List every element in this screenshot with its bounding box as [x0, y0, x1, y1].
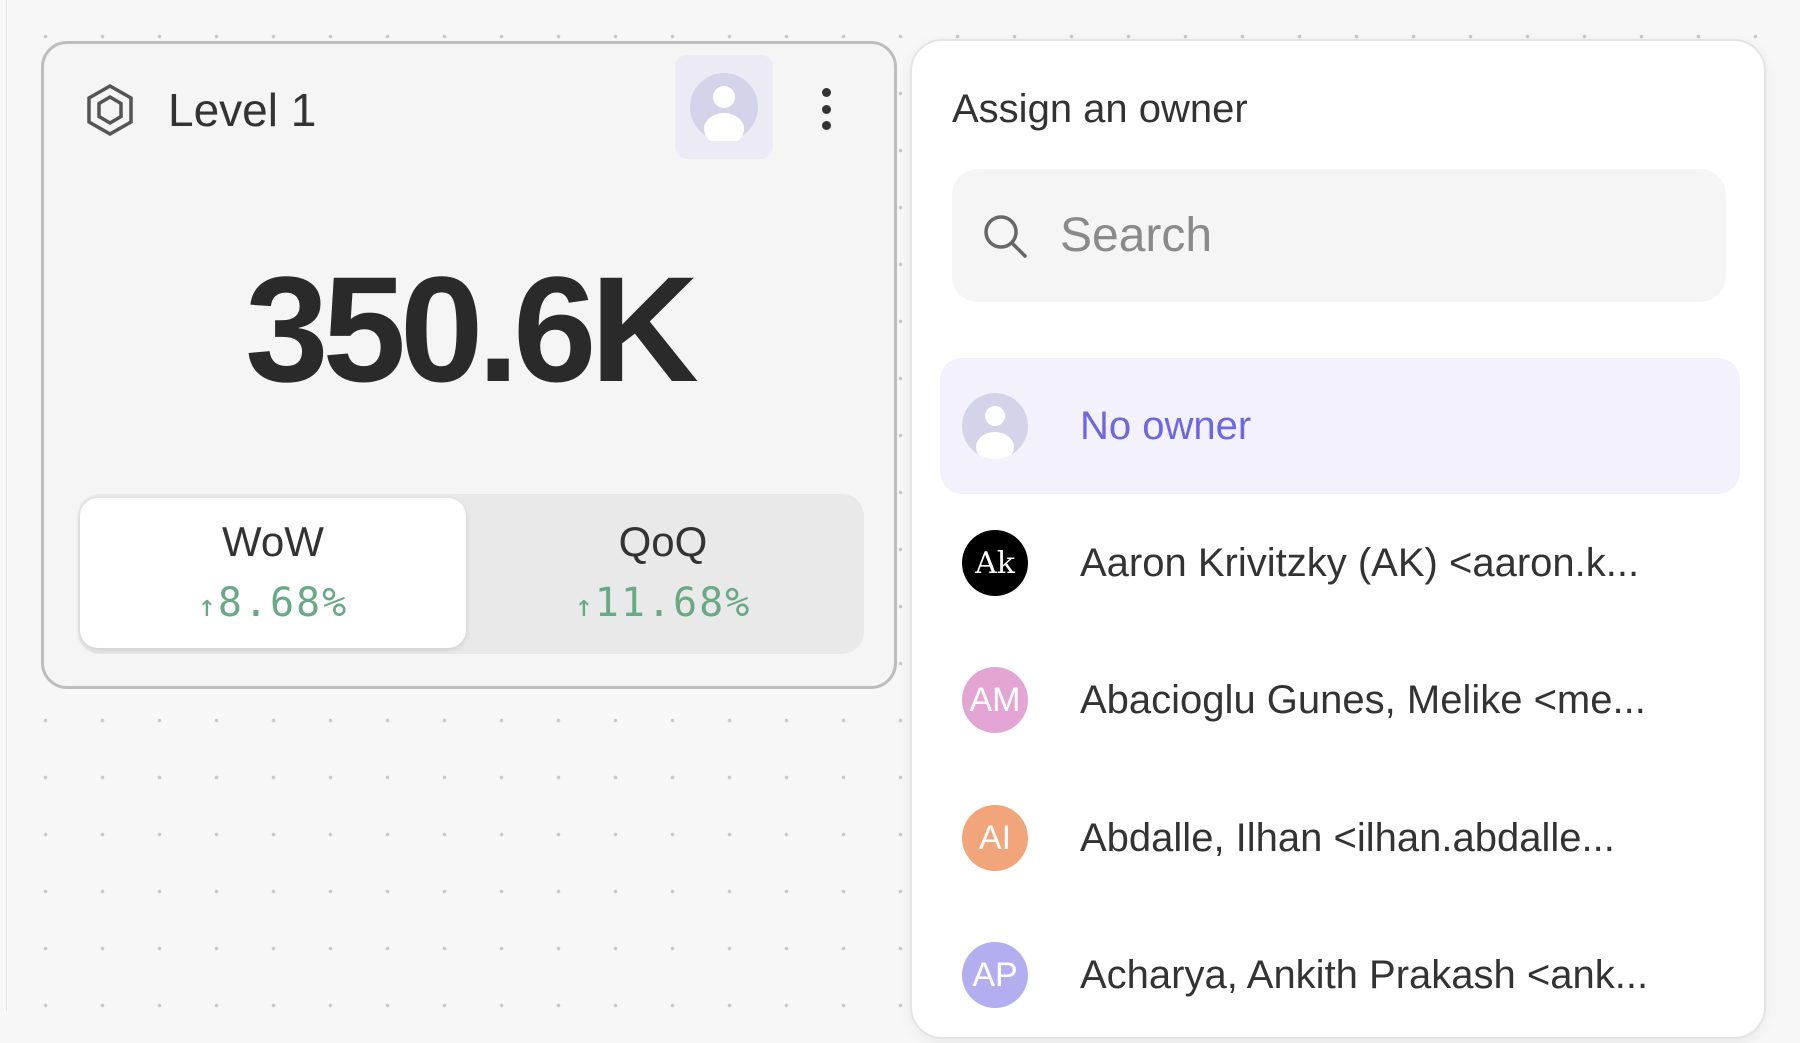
tab-qoq[interactable]: QoQ ↑11.68%	[470, 498, 856, 648]
search-input[interactable]	[1060, 208, 1660, 263]
search-field[interactable]	[952, 169, 1726, 302]
owner-option[interactable]: Ak Aaron Krivitzky (AK) <aaron.k...	[940, 495, 1740, 631]
comparison-toggle: WoW ↑8.68% QoQ ↑11.68%	[78, 494, 864, 654]
owner-option[interactable]: AI Abdalle, Ilhan <ilhan.abdalle...	[940, 770, 1740, 906]
avatar: AM	[962, 667, 1028, 733]
option-label: No owner	[1080, 403, 1252, 448]
person-icon	[690, 73, 758, 141]
owner-option-no-owner[interactable]: No owner	[940, 358, 1740, 494]
metric-card[interactable]: Level 1 350.6K WoW ↑8.68% QoQ ↑11.68%	[41, 41, 897, 689]
comparison-label: QoQ	[618, 518, 708, 565]
option-label: Abdalle, Ilhan <ilhan.abdalle...	[1080, 815, 1615, 860]
tab-wow[interactable]: WoW ↑8.68%	[80, 498, 466, 648]
hexagon-icon	[87, 83, 133, 137]
person-icon	[962, 393, 1028, 459]
more-options-icon[interactable]	[814, 84, 838, 134]
comparison-change: ↑11.68%	[574, 580, 752, 626]
comparison-change: ↑8.68%	[197, 580, 349, 626]
avatar: Ak	[962, 530, 1028, 596]
option-label: Acharya, Ankith Prakash <ank...	[1080, 952, 1649, 997]
option-label: Aaron Krivitzky (AK) <aaron.k...	[1080, 540, 1640, 585]
option-label: Abacioglu Gunes, Melike <me...	[1080, 677, 1646, 722]
comparison-label: WoW	[222, 518, 324, 565]
metric-value: 350.6K	[245, 245, 699, 413]
search-icon	[984, 214, 1027, 258]
card-title: Level 1	[168, 84, 317, 136]
arrow-up-icon: ↑	[197, 589, 218, 624]
dropdown-title: Assign an owner	[952, 87, 1248, 131]
avatar: AI	[962, 805, 1028, 871]
assign-owner-dropdown: Assign an owner No owner Ak Aaron Krivit…	[910, 39, 1766, 1039]
assign-owner-button[interactable]	[675, 55, 773, 159]
owner-option[interactable]: AM Abacioglu Gunes, Melike <me...	[940, 632, 1740, 768]
avatar: AP	[962, 942, 1028, 1008]
owner-option[interactable]: AP Acharya, Ankith Prakash <ank...	[940, 907, 1740, 1043]
arrow-up-icon: ↑	[574, 589, 595, 624]
